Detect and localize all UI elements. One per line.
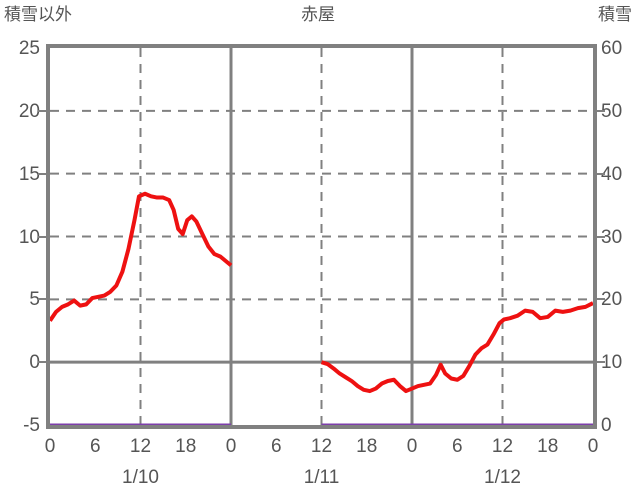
x-axis-day-label: 1/11	[303, 467, 340, 488]
y-axis-left-tick-label: 25	[18, 38, 40, 59]
chart-title: 赤屋	[301, 5, 335, 24]
y-axis-right-tick-mark	[597, 172, 605, 175]
x-axis-tick-label: 6	[270, 436, 282, 457]
x-axis-tick-label: 12	[310, 436, 333, 457]
series-line-1-segment-2	[320, 301, 593, 394]
plot-inner	[50, 48, 593, 425]
y-axis-right-tick-label: 50	[601, 100, 623, 122]
x-axis-tick-label: 6	[451, 436, 463, 457]
y-axis-left-tick-label: 20	[18, 100, 40, 122]
series-line-1-segment-1	[50, 191, 233, 322]
left-axis-title: 積雪以外	[4, 5, 72, 24]
x-axis-tick-label: 0	[225, 436, 237, 457]
x-axis-tick-label: 18	[356, 436, 378, 457]
x-axis-tick-label: 18	[175, 436, 197, 457]
x-axis-tick-label: 0	[406, 436, 418, 457]
y-axis-left-tick-label: 10	[18, 226, 40, 248]
x-axis-tick-label: 12	[129, 436, 152, 457]
x-axis-tick-label: 12	[491, 436, 514, 457]
y-axis-right-tick-mark	[597, 298, 605, 301]
y-axis-right-tick-label: 10	[601, 352, 623, 374]
y-axis-left-tick-label: 0	[29, 352, 40, 374]
x-axis-tick-label: 0	[587, 436, 599, 457]
right-axis-title: 積雪	[598, 5, 632, 24]
plot-svg	[50, 48, 593, 425]
y-axis-right-tick-label: 20	[601, 289, 623, 311]
y-axis-left-tick-mark	[38, 298, 46, 301]
y-axis-left-tick-mark	[38, 172, 46, 175]
x-axis-day-label: 1/10	[122, 467, 159, 488]
y-axis-right-tick-label: 60	[601, 38, 623, 59]
y-axis-right-tick-label: 0	[601, 415, 612, 436]
y-axis-left-tick-mark	[38, 109, 46, 112]
x-axis-tick-label: 18	[537, 436, 559, 457]
x-axis-tick-label: 6	[89, 436, 101, 457]
plot-area	[46, 44, 597, 429]
y-axis-right-tick-mark	[597, 361, 605, 364]
y-axis-left-tick-label: 5	[29, 289, 40, 311]
x-axis-day-label: 1/12	[484, 467, 521, 488]
y-axis-left-tick-label: 15	[18, 163, 40, 185]
y-axis-left-tick-mark	[38, 235, 46, 238]
y-axis-right-tick-label: 40	[601, 163, 623, 185]
y-axis-left-tick-label: -5	[23, 415, 40, 436]
y-axis-left-tick-mark	[38, 361, 46, 364]
x-axis-tick-label: 0	[44, 436, 56, 457]
y-axis-right-tick-mark	[597, 109, 605, 112]
y-axis-right-tick-label: 30	[601, 226, 623, 248]
y-axis-right-tick-mark	[597, 235, 605, 238]
